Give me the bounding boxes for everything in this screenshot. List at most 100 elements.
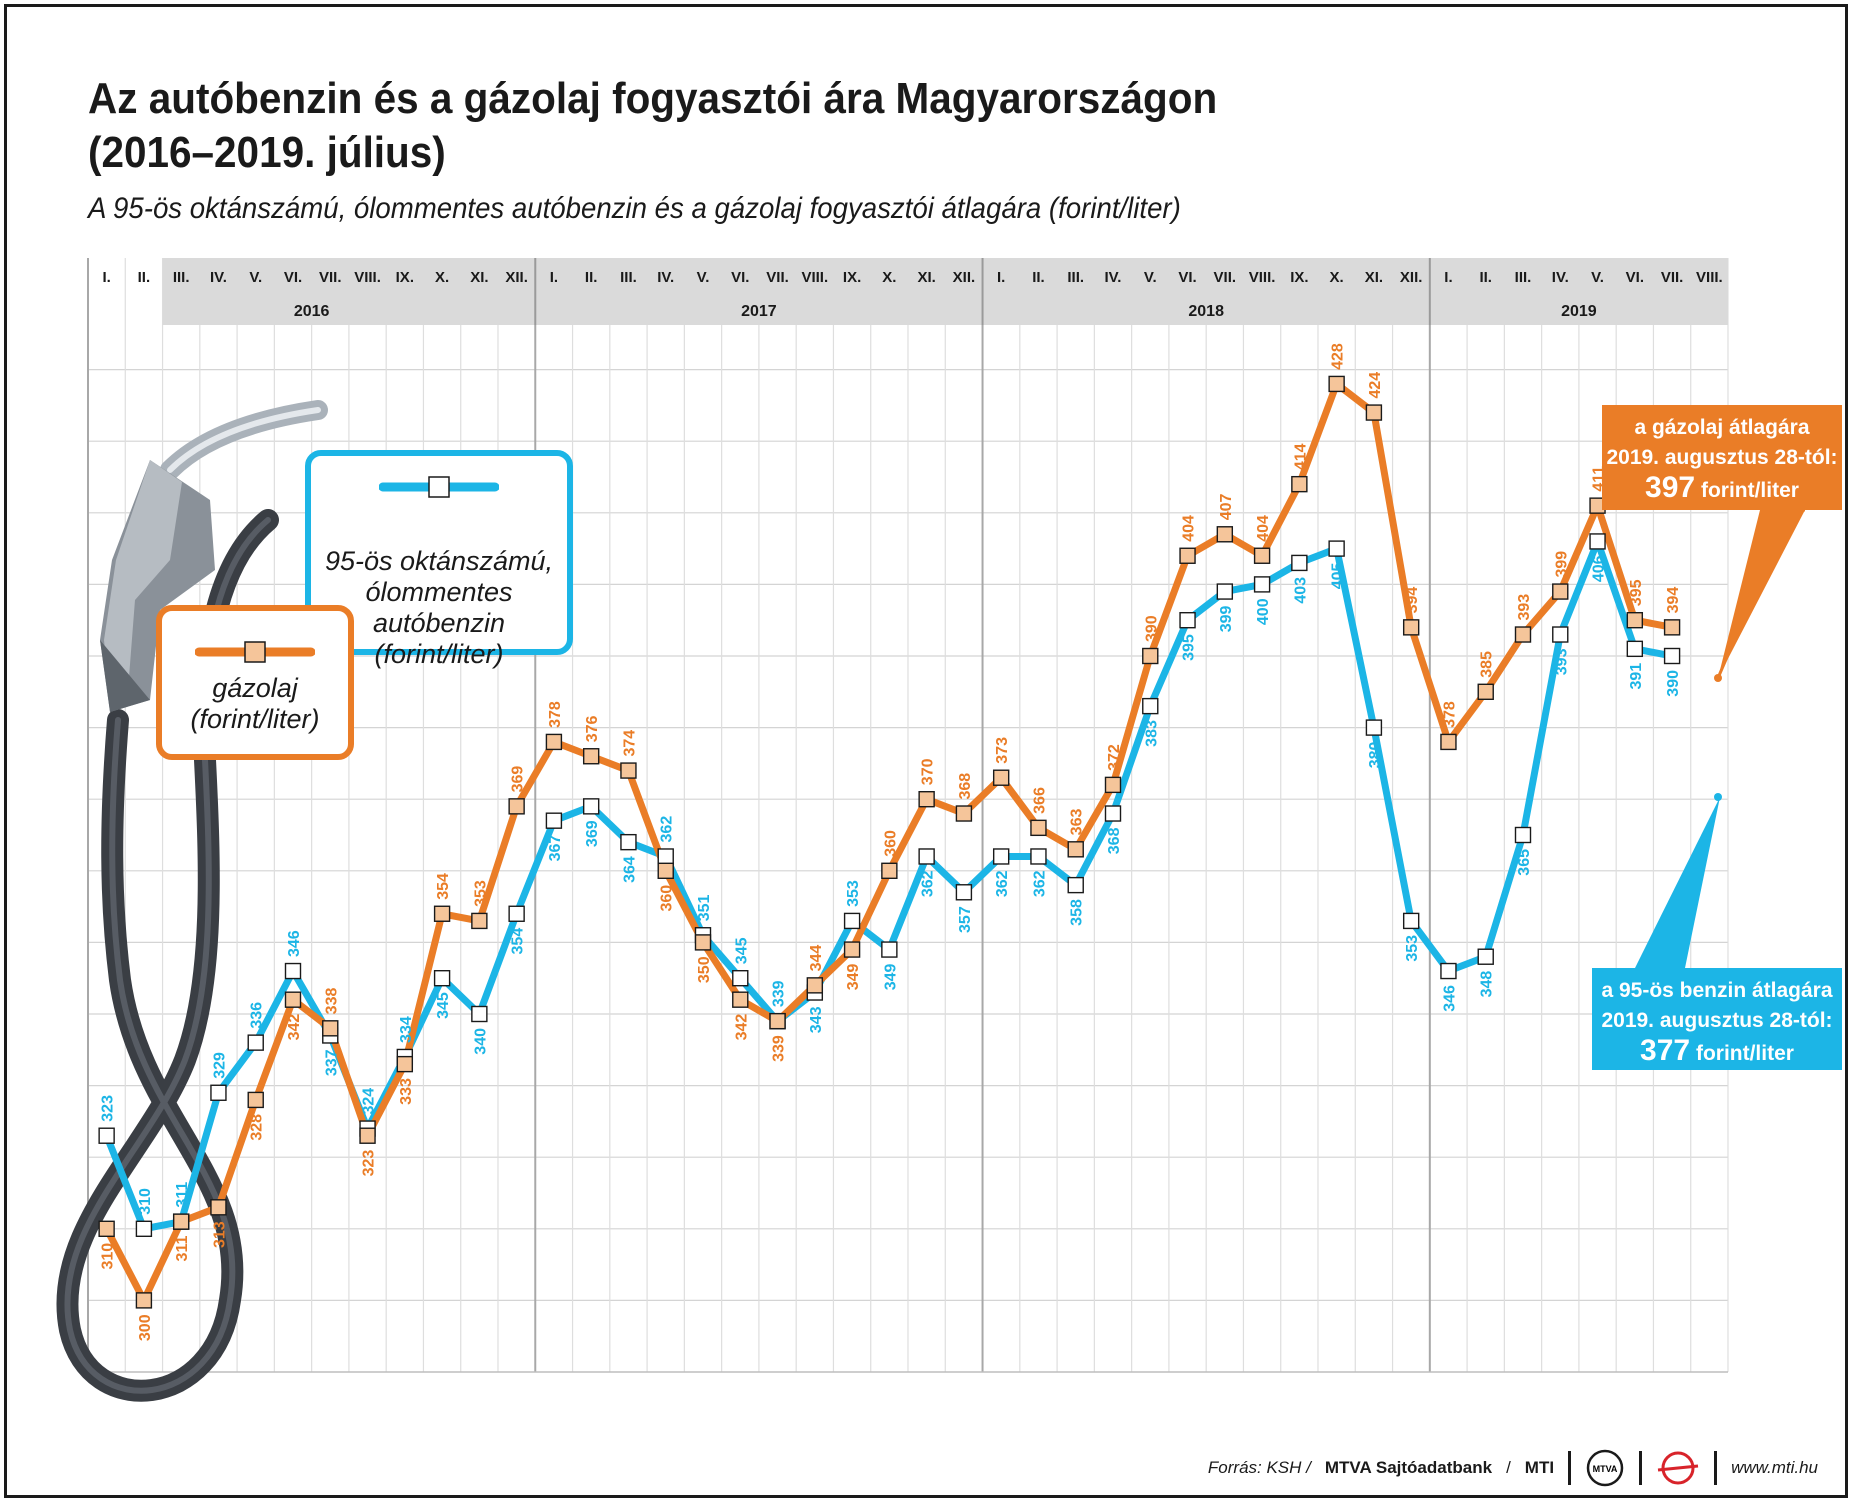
diesel-data-label: 354 [435, 873, 452, 900]
diesel-data-label: 368 [957, 773, 974, 800]
diesel-marker [1626, 612, 1644, 629]
site-link[interactable]: www.mti.hu [1731, 1458, 1818, 1477]
source-prefix: Forrás: KSH / [1207, 1458, 1311, 1477]
benzin-data-label: 354 [510, 928, 527, 955]
footer-divider [1714, 1451, 1718, 1485]
month-label: IX. [396, 269, 414, 286]
year-label: 2018 [1188, 303, 1224, 320]
benzin-marker [1477, 948, 1494, 965]
diesel-data-label: 353 [472, 880, 489, 907]
benzin-data-label: 340 [472, 1028, 489, 1055]
benzin-marker [1663, 647, 1681, 665]
month-label: V. [249, 269, 262, 286]
diesel-marker [471, 912, 488, 930]
benzin-marker [1328, 540, 1345, 557]
benzin-marker [471, 1005, 488, 1023]
benzin-marker [1179, 612, 1196, 629]
benzin-data-label: 323 [100, 1095, 117, 1122]
diesel-marker [508, 798, 525, 815]
month-label: VI. [731, 269, 749, 286]
benzin-data-label: 393 [1553, 648, 1570, 675]
diesel-data-label: 385 [1479, 651, 1496, 678]
title-line-1: Az autóbenzin és a gázolaj fogyasztói ár… [88, 74, 1218, 123]
benzin-marker [843, 912, 861, 930]
month-label: VII. [766, 269, 789, 286]
diesel-marker [769, 1012, 786, 1030]
month-label: X. [882, 269, 896, 286]
legend-benzin-line-2: ólommentes [365, 577, 513, 607]
benzin-marker [1626, 640, 1644, 658]
diesel-marker [172, 1213, 190, 1230]
legend-benzin-swatch [379, 476, 499, 498]
diesel-data-label: 394 [1404, 587, 1421, 614]
benzin-data-label: 346 [1441, 985, 1458, 1012]
diesel-data-label: 404 [1255, 515, 1272, 542]
chart-title: Az autóbenzin és a gázolaj fogyasztói ár… [88, 72, 1284, 180]
benzin-marker [1216, 583, 1234, 600]
month-label: V. [1591, 269, 1604, 286]
month-label: IV. [1105, 269, 1122, 286]
month-label: IX. [843, 269, 861, 286]
diesel-data-label: 378 [1441, 701, 1458, 728]
diesel-data-label: 376 [584, 715, 601, 742]
diesel-marker [1030, 819, 1047, 837]
diesel-marker [732, 991, 749, 1008]
month-label: IV. [1552, 269, 1569, 286]
benzin-marker [881, 941, 898, 958]
legend-diesel-line-2: (forint/liter) [190, 704, 320, 734]
year-label: 2017 [741, 303, 777, 320]
diesel-data-label: 378 [547, 701, 564, 728]
month-label: VII. [1214, 269, 1237, 286]
diesel-data-label: 428 [1330, 343, 1347, 370]
diesel-data-label: 372 [1106, 744, 1123, 771]
year-band [162, 292, 1729, 325]
benzin-data-label: 345 [435, 992, 452, 1019]
benzin-data-label: 324 [361, 1088, 378, 1115]
diesel-data-label: 399 [1553, 551, 1570, 578]
diesel-marker [1552, 583, 1569, 600]
benzin-data-label: 406 [1591, 555, 1608, 582]
benzin-data-label: 357 [957, 906, 974, 933]
month-label: II. [138, 269, 151, 286]
diesel-data-label: 311 [174, 1236, 191, 1262]
benzin-data-label: 329 [211, 1052, 228, 1079]
month-label: IX. [1290, 269, 1308, 286]
diesel-data-label: 313 [211, 1221, 228, 1248]
legend-diesel: gázolaj (forint/liter) [156, 605, 354, 760]
benzin-data-label: 362 [920, 870, 937, 897]
benzin-data-label: 346 [286, 930, 303, 957]
benzin-marker [1104, 805, 1122, 822]
diesel-data-label: 366 [1031, 787, 1048, 814]
title-line-2: (2016–2019. július) [88, 128, 446, 177]
benzin-data-label: 390 [1665, 670, 1682, 697]
note-benzin-value: 377 [1640, 1034, 1691, 1067]
diesel-marker [433, 905, 451, 922]
benzin-marker [918, 848, 935, 865]
note-diesel-price: a gázolaj átlagára 2019. augusztus 28-tó… [1602, 405, 1842, 510]
benzin-data-label: 336 [249, 1002, 266, 1029]
benzin-data-label: 364 [621, 856, 638, 883]
diesel-marker [694, 934, 712, 951]
month-label: II. [1479, 269, 1492, 286]
month-label: VIII. [801, 269, 828, 286]
source-mti: MTI [1524, 1458, 1555, 1477]
benzin-marker [508, 905, 525, 922]
diesel-marker [1365, 404, 1383, 421]
month-label: XII. [505, 269, 528, 286]
grid [87, 258, 1729, 1373]
benzin-data-label: 403 [1292, 577, 1309, 604]
diesel-marker [545, 733, 563, 751]
diesel-marker [1067, 841, 1084, 858]
diesel-marker [1253, 547, 1271, 564]
diesel-data-label: 339 [771, 1035, 788, 1062]
diesel-marker [582, 748, 600, 765]
diesel-marker [359, 1127, 376, 1144]
month-label: VI. [1178, 269, 1196, 286]
benzin-data-label: 349 [882, 963, 899, 990]
month-label: II. [1032, 269, 1045, 286]
benzin-marker [135, 1220, 153, 1238]
benzin-marker [992, 848, 1010, 865]
data-labels: 323 310 310 300 311 311 329 313 336 328 346 342 337 3… [100, 343, 1682, 1341]
diesel-marker [1440, 733, 1457, 751]
